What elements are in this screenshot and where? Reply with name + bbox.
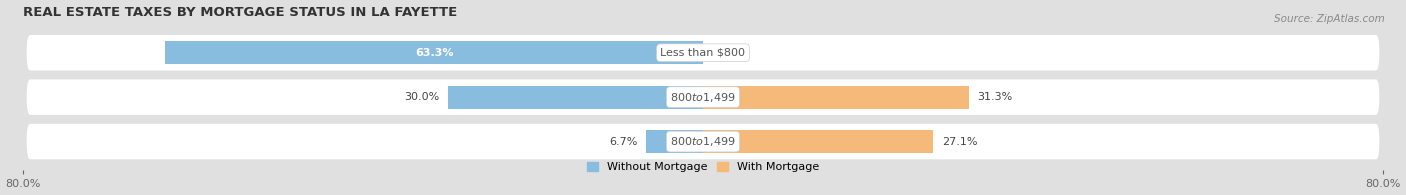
Text: 0.0%: 0.0% [711,48,740,58]
Text: Less than $800: Less than $800 [661,48,745,58]
Bar [647,130,703,153]
Text: 6.7%: 6.7% [609,136,637,147]
Text: REAL ESTATE TAXES BY MORTGAGE STATUS IN LA FAYETTE: REAL ESTATE TAXES BY MORTGAGE STATUS IN … [24,5,457,19]
FancyBboxPatch shape [27,35,1379,71]
Text: Source: ZipAtlas.com: Source: ZipAtlas.com [1274,14,1385,24]
FancyBboxPatch shape [27,79,1379,115]
FancyBboxPatch shape [27,124,1379,159]
Text: 30.0%: 30.0% [405,92,440,102]
Bar [449,86,703,109]
Text: $800 to $1,499: $800 to $1,499 [671,91,735,104]
Bar [703,130,934,153]
Text: 63.3%: 63.3% [415,48,453,58]
Text: $800 to $1,499: $800 to $1,499 [671,135,735,148]
Bar [703,86,969,109]
Text: 31.3%: 31.3% [977,92,1012,102]
Bar [165,41,703,64]
Text: 27.1%: 27.1% [942,136,977,147]
Legend: Without Mortgage, With Mortgage: Without Mortgage, With Mortgage [582,157,824,177]
